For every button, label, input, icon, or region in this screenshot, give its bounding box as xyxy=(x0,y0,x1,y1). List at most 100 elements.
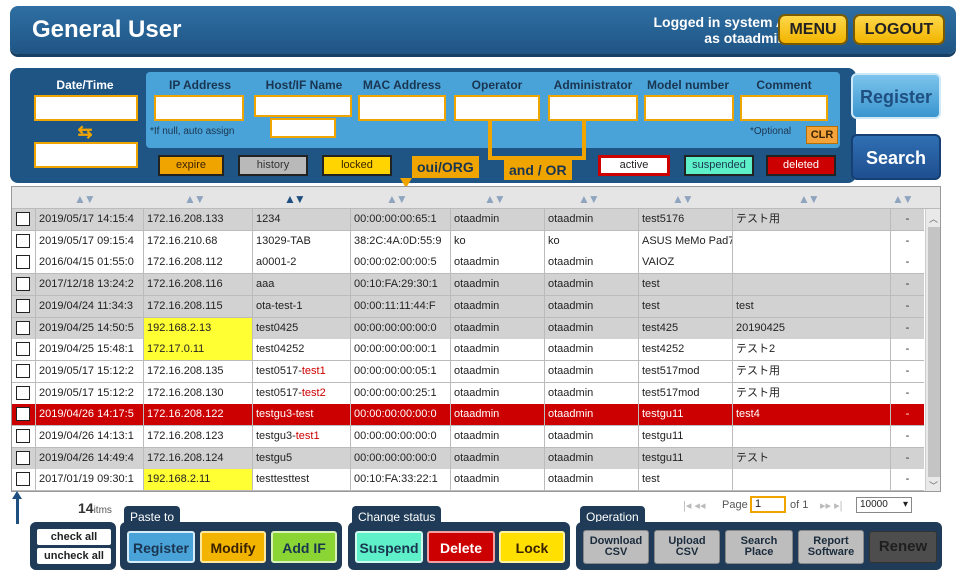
suspend-button[interactable]: Suspend xyxy=(355,531,423,563)
administrator-input[interactable] xyxy=(548,95,638,121)
table-row[interactable]: 2017/12/18 13:24:2 172.16.208.116 aaa 00:10… xyxy=(12,274,924,297)
and-or-toggle[interactable]: and / OR xyxy=(504,160,572,180)
download-csv-button[interactable]: Download CSV xyxy=(583,530,649,564)
table-row[interactable]: 2019/04/25 14:50:5 192.168.2.13 test0425 00… xyxy=(12,317,924,340)
page-label: Page xyxy=(722,499,748,511)
table-row[interactable]: 2019/04/24 11:34:3 172.16.208.115 ota-test… xyxy=(12,295,924,318)
register-button[interactable]: Register xyxy=(851,73,941,119)
comment-input[interactable] xyxy=(740,95,828,121)
uncheck-all-button[interactable]: uncheck all xyxy=(37,548,111,564)
delete-button[interactable]: Delete xyxy=(427,531,495,563)
sort-mac-icon[interactable]: ▲▼ xyxy=(386,192,408,206)
sort-admin-icon[interactable]: ▲▼ xyxy=(578,192,600,206)
sort-status-icon[interactable]: ▲▼ xyxy=(892,192,914,206)
sort-model-icon[interactable]: ▲▼ xyxy=(672,192,694,206)
row-checkbox[interactable] xyxy=(16,277,30,292)
row-checkbox[interactable] xyxy=(16,233,30,248)
table-row[interactable]: 2019/04/26 14:49:4 172.16.208.124 testgu5 0… xyxy=(12,447,924,470)
cell-end-text: - xyxy=(905,299,910,312)
locked-filter-chip[interactable]: locked xyxy=(322,155,392,176)
cell-model: test xyxy=(638,274,732,296)
operator-input[interactable] xyxy=(454,95,540,121)
ip-address-input[interactable] xyxy=(154,95,244,121)
cell-date: 2019/05/17 14:15:4 xyxy=(35,209,143,230)
row-checkbox[interactable] xyxy=(16,385,30,400)
row-checkbox[interactable] xyxy=(16,429,30,443)
cell-date: 2019/04/26 14:17:5 xyxy=(35,404,143,426)
sort-date-icon[interactable]: ▲▼ xyxy=(74,192,96,206)
cell-date-text: 2016/04/15 01:55:0 xyxy=(39,256,134,269)
renew-button[interactable]: Renew xyxy=(869,531,937,563)
sort-operator-icon[interactable]: ▲▼ xyxy=(484,192,506,206)
row-checkbox[interactable] xyxy=(16,298,30,313)
date-to-input[interactable] xyxy=(34,142,138,168)
date-from-input[interactable] xyxy=(34,95,138,121)
cell-host: testgu3-test1 xyxy=(252,426,350,447)
cell-end-text: - xyxy=(905,213,910,225)
row-checkbox[interactable] xyxy=(16,363,30,378)
cell-end-text: - xyxy=(905,451,910,464)
row-checkbox[interactable] xyxy=(16,320,30,335)
cell-date-text: 2019/05/17 09:15:4 xyxy=(39,234,134,247)
upload-csv-button[interactable]: Upload CSV xyxy=(654,530,720,564)
active-filter-chip[interactable]: active xyxy=(598,155,670,176)
logout-button[interactable]: LOGOUT xyxy=(853,14,945,45)
table-row[interactable]: 2016/04/15 01:55:0 172.16.208.112 a0001-2 0… xyxy=(12,252,924,275)
cell-model: test425 xyxy=(638,317,732,339)
table-row[interactable]: 2019/04/26 14:13:1 172.16.208.123 testgu3-… xyxy=(12,426,924,448)
suspended-filter-chip[interactable]: suspended xyxy=(684,155,754,176)
table-row[interactable]: 2019/05/17 14:15:4 172.16.208.133 1234 00:0… xyxy=(12,209,924,231)
table-row[interactable]: 2019/05/17 15:12:2 172.16.208.135 test0517… xyxy=(12,360,924,383)
search-button[interactable]: Search xyxy=(851,134,941,180)
table-row[interactable]: 2019/05/17 09:15:4 172.16.210.68 13029-TAB… xyxy=(12,230,924,253)
sort-ip-icon[interactable]: ▲▼ xyxy=(184,192,206,206)
search-place-button[interactable]: Search Place xyxy=(725,530,793,564)
check-all-button[interactable]: check all xyxy=(37,529,111,545)
row-checkbox[interactable] xyxy=(16,212,30,226)
modify-button[interactable]: Modify xyxy=(200,531,266,563)
cell-comment: 20190425 xyxy=(732,317,890,339)
menu-button[interactable]: MENU xyxy=(778,14,848,45)
cell-host-text: testtesttest xyxy=(256,473,310,486)
scrollbar-thumb[interactable] xyxy=(928,227,940,477)
row-checkbox[interactable] xyxy=(16,407,30,422)
mac-address-input[interactable] xyxy=(358,95,446,121)
table-row[interactable]: 2017/01/19 09:30:1 192.168.2.11 testtestte… xyxy=(12,469,924,491)
swap-dates-icon[interactable]: ⇆ xyxy=(77,122,93,142)
row-checkbox[interactable] xyxy=(16,450,30,465)
report-software-button[interactable]: Report Software xyxy=(798,530,864,564)
per-page-select[interactable]: 10000 ▾ xyxy=(856,497,912,513)
row-checkbox[interactable] xyxy=(16,255,30,270)
sort-comment-icon[interactable]: ▲▼ xyxy=(798,192,820,206)
cell-end: - xyxy=(890,447,924,469)
cell-admin: otaadmin xyxy=(544,339,638,361)
paste-register-button[interactable]: Register xyxy=(127,531,195,563)
table-row[interactable]: 2019/05/17 15:12:2 172.16.208.130 test0517… xyxy=(12,382,924,405)
cell-comment: テスト用 xyxy=(732,209,890,230)
if-name-input[interactable] xyxy=(270,118,336,138)
expire-filter-chip[interactable]: expire xyxy=(158,155,224,176)
clear-button[interactable]: CLR xyxy=(806,126,838,144)
first-page-icon[interactable]: |◂ ◂◂ xyxy=(683,500,706,512)
sort-host-active-icon[interactable]: ▲▼ xyxy=(284,192,306,206)
cell-admin: ko xyxy=(544,230,638,252)
row-checkbox[interactable] xyxy=(16,472,30,487)
host-if-name-input[interactable] xyxy=(254,95,352,117)
oui-org-toggle[interactable]: oui/ORG xyxy=(412,156,479,178)
row-checkbox[interactable] xyxy=(16,342,30,357)
add-if-button[interactable]: Add IF xyxy=(271,531,337,563)
scroll-down-icon[interactable]: ﹀ xyxy=(929,481,939,491)
next-page-icon[interactable]: ▸▸ ▸| xyxy=(820,500,843,512)
deleted-filter-chip[interactable]: deleted xyxy=(766,155,836,176)
cell-comment xyxy=(732,469,890,491)
table-scrollbar[interactable]: ︿ ﹀ xyxy=(925,209,940,491)
lock-button[interactable]: Lock xyxy=(499,531,565,563)
scroll-up-icon[interactable]: ︿ xyxy=(929,214,939,224)
table-row[interactable]: 2019/04/25 15:48:1 172.17.0.11 test04252 00… xyxy=(12,339,924,362)
table-row[interactable]: 2019/04/26 14:17:5 172.16.208.122 testgu3-… xyxy=(12,404,924,427)
cell-ip-text: 172.17.0.11 xyxy=(147,343,205,356)
cell-comment-text: テスト用 xyxy=(736,386,780,399)
history-filter-chip[interactable]: history xyxy=(238,155,308,176)
page-number-input[interactable]: 1 xyxy=(750,496,786,513)
model-number-input[interactable] xyxy=(644,95,734,121)
